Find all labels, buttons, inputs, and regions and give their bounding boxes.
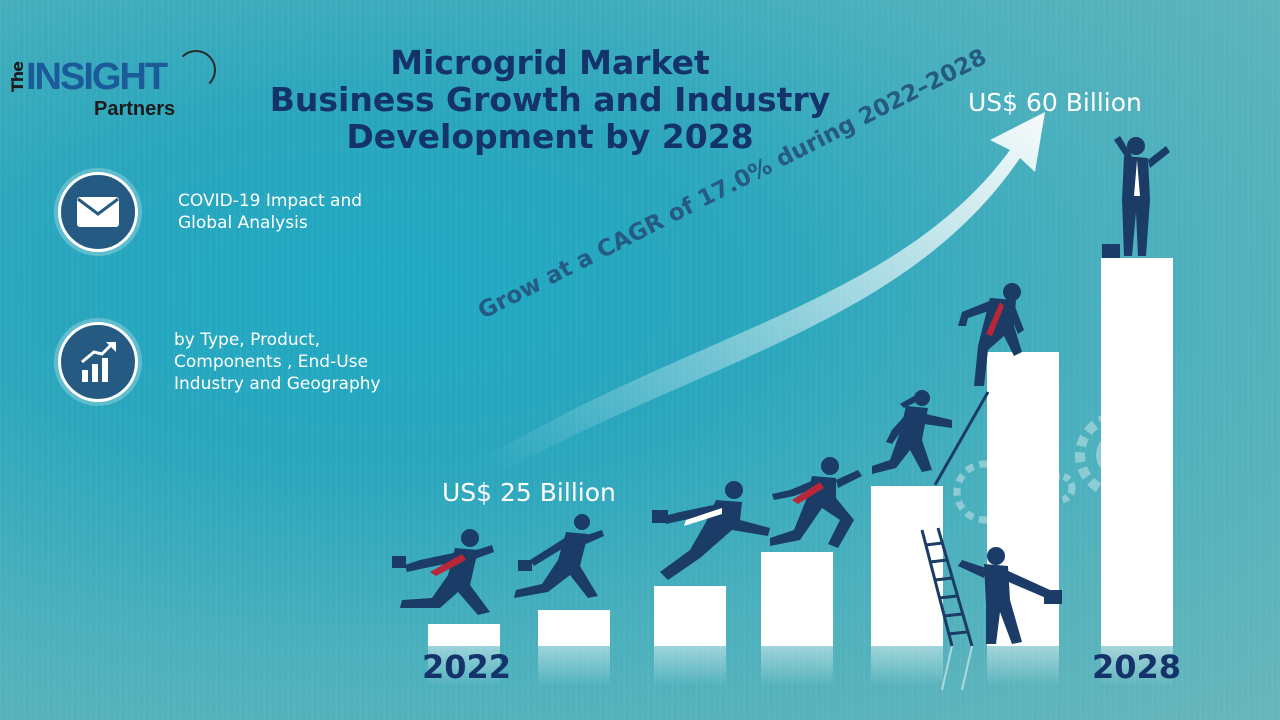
businessman-figure-1 xyxy=(392,529,494,615)
title-line-3: Development by 2028 xyxy=(346,117,754,156)
businessman-figures xyxy=(392,136,1170,644)
feature-segments-line-1: by Type, Product, xyxy=(174,330,321,350)
feature-segments-line-2: Components , End-Use xyxy=(174,352,368,372)
insight-partners-logo: The INSIGHT Partners xyxy=(6,50,216,122)
feature-covid-line-1: COVID-19 Impact and xyxy=(178,191,363,211)
start-value-label: US$ 25 Billion xyxy=(442,478,616,507)
bar-reflections xyxy=(428,646,1173,686)
bar-7 xyxy=(1101,258,1173,646)
bar-4 xyxy=(761,552,833,646)
climbing-pole xyxy=(933,391,990,486)
businessman-figure-2 xyxy=(514,514,604,598)
start-year-label: 2022 xyxy=(422,648,512,686)
title-line-1: Microgrid Market xyxy=(390,43,710,82)
logo-insight: INSIGHT xyxy=(26,56,168,98)
end-value-label: US$ 60 Billion xyxy=(968,88,1142,117)
bar-3 xyxy=(654,586,726,646)
feature-segments: by Type, Product, Components , End-Use I… xyxy=(58,322,381,402)
envelope-icon xyxy=(58,172,138,252)
bar-2 xyxy=(538,610,610,646)
feature-segments-line-3: Industry and Geography xyxy=(174,374,381,394)
businessman-figure-4 xyxy=(770,457,862,548)
page-title: Microgrid Market Business Growth and Ind… xyxy=(240,44,860,155)
ladder-icon xyxy=(920,527,974,647)
businessman-figure-6 xyxy=(958,283,1024,386)
businessman-figure-5 xyxy=(872,390,952,474)
logo-partners: Partners xyxy=(94,98,176,120)
businessman-figure-7 xyxy=(1102,136,1170,258)
growth-chart-icon xyxy=(58,322,138,402)
feature-segments-text: by Type, Product, Components , End-Use I… xyxy=(174,329,381,395)
logo-swoosh-icon xyxy=(176,50,216,90)
end-year-label: 2028 xyxy=(1092,648,1182,686)
businessman-figure-8 xyxy=(958,547,1062,644)
businessman-figure-3 xyxy=(652,481,770,580)
growth-arrow xyxy=(490,112,1045,470)
feature-covid: COVID-19 Impact and Global Analysis xyxy=(58,172,362,252)
bar-1 xyxy=(428,624,500,646)
title-line-2: Business Growth and Industry xyxy=(269,80,831,119)
feature-covid-line-2: Global Analysis xyxy=(178,213,308,233)
feature-covid-text: COVID-19 Impact and Global Analysis xyxy=(178,190,362,234)
ladder-reflection xyxy=(941,645,973,691)
